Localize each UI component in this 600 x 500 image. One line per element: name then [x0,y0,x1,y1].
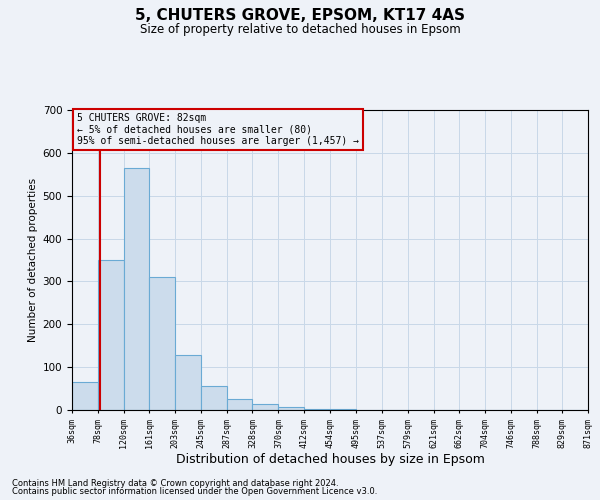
Text: Size of property relative to detached houses in Epsom: Size of property relative to detached ho… [140,22,460,36]
Text: 5 CHUTERS GROVE: 82sqm
← 5% of detached houses are smaller (80)
95% of semi-deta: 5 CHUTERS GROVE: 82sqm ← 5% of detached … [77,113,359,146]
Bar [304,408,331,410]
Bar [175,355,201,410]
Bar [278,407,304,410]
Bar [201,386,227,410]
Bar [253,404,278,410]
Bar [227,400,253,410]
Text: Contains public sector information licensed under the Open Government Licence v3: Contains public sector information licen… [12,487,377,496]
Text: Contains HM Land Registry data © Crown copyright and database right 2024.: Contains HM Land Registry data © Crown c… [12,478,338,488]
Bar [72,382,98,410]
Bar [98,260,124,410]
Bar [149,277,175,410]
Y-axis label: Number of detached properties: Number of detached properties [28,178,38,342]
Text: 5, CHUTERS GROVE, EPSOM, KT17 4AS: 5, CHUTERS GROVE, EPSOM, KT17 4AS [135,8,465,22]
Bar [331,409,356,410]
Bar [124,168,149,410]
Text: Distribution of detached houses by size in Epsom: Distribution of detached houses by size … [176,452,484,466]
